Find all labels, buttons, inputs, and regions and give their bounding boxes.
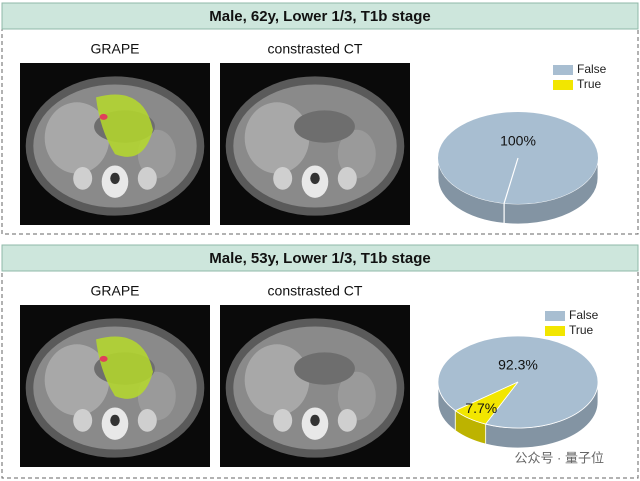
ct-image <box>20 305 210 467</box>
legend-swatch <box>545 311 565 321</box>
watermark: 公众号 · 量子位 <box>514 450 604 465</box>
legend-swatch <box>545 326 565 336</box>
liver <box>244 102 310 174</box>
legend-swatch <box>553 65 573 75</box>
kidney <box>337 409 357 432</box>
image-label: constrasted CT <box>268 41 363 57</box>
pie-slice <box>503 157 519 204</box>
panel-title: Male, 62y, Lower 1/3, T1b stage <box>209 8 430 25</box>
spine-canal <box>310 172 320 185</box>
liver <box>44 102 110 174</box>
legend-label: True <box>577 77 602 91</box>
legend-label: True <box>569 323 594 337</box>
kidney <box>73 167 93 190</box>
kidney <box>73 409 93 432</box>
spine-canal <box>110 172 120 185</box>
panel-header <box>1 2 639 30</box>
liver <box>44 344 110 416</box>
segmentation <box>96 336 153 399</box>
organ <box>337 371 376 421</box>
pie-value-label: 92.3% <box>498 357 538 373</box>
stomach <box>294 110 355 143</box>
organ <box>337 129 376 179</box>
legend-label: False <box>577 62 607 76</box>
kidney <box>273 409 293 432</box>
legend-swatch <box>553 80 573 90</box>
liver <box>244 344 310 416</box>
kidney <box>137 409 157 432</box>
kidney <box>137 167 157 190</box>
pie-value-label: 100% <box>500 133 536 149</box>
image-label: constrasted CT <box>268 283 363 299</box>
legend-label: False <box>569 308 599 322</box>
ct-image <box>20 63 210 225</box>
lesion <box>99 113 108 120</box>
kidney <box>337 167 357 190</box>
stomach <box>294 352 355 385</box>
pie-slice <box>454 381 519 425</box>
panel-header <box>1 244 639 272</box>
lesion <box>99 355 108 362</box>
ct-image <box>220 305 410 467</box>
spine-canal <box>310 414 320 427</box>
pie-value-label: 7.7% <box>465 400 497 416</box>
segmentation <box>96 94 153 157</box>
kidney <box>273 167 293 190</box>
image-label: GRAPE <box>90 283 139 299</box>
image-label: GRAPE <box>90 41 139 57</box>
spine-canal <box>110 414 120 427</box>
ct-image <box>220 63 410 225</box>
panel-title: Male, 53y, Lower 1/3, T1b stage <box>209 250 430 267</box>
